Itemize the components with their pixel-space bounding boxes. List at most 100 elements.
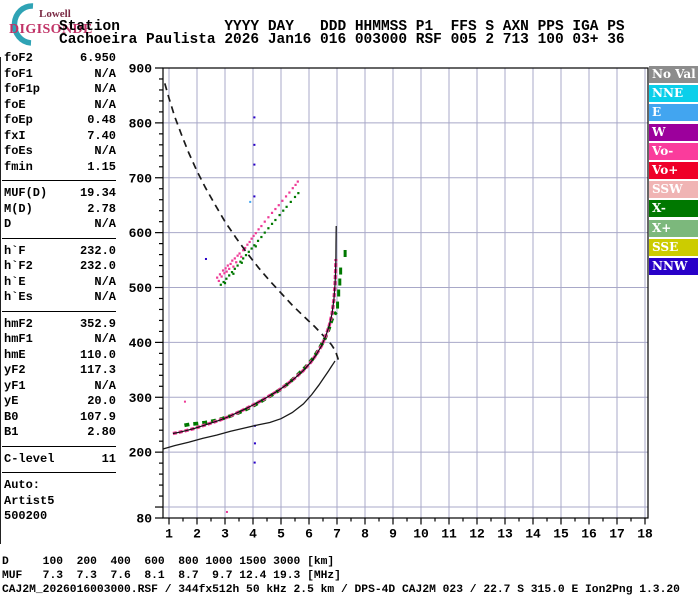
param-label: h`Es bbox=[4, 290, 33, 304]
param-label: D bbox=[4, 217, 12, 231]
param-row: B1 2.80 bbox=[2, 425, 116, 441]
param-row: fxI 7.40 bbox=[2, 129, 116, 145]
x-tick-label: 12 bbox=[469, 527, 485, 542]
param-value: 11 bbox=[101, 451, 116, 466]
param-row: hmF2 352.9 bbox=[2, 317, 116, 333]
y-tick-label: 700 bbox=[129, 171, 153, 186]
param-row: yE 20.0 bbox=[2, 394, 116, 410]
param-value: N/A bbox=[94, 97, 116, 112]
param-label: h`F2 bbox=[4, 259, 33, 273]
param-label: foF2 bbox=[4, 51, 33, 65]
grid bbox=[163, 67, 648, 518]
param-row: foF1p N/A bbox=[2, 82, 116, 98]
param-label: foF1p bbox=[4, 82, 41, 96]
param-label: yF1 bbox=[4, 378, 26, 393]
x-tick-label: 16 bbox=[581, 527, 597, 542]
param-value: N/A bbox=[94, 66, 116, 81]
param-label: h`E bbox=[4, 274, 26, 289]
param-label: M(D) bbox=[4, 201, 33, 216]
x-tick-label: 15 bbox=[553, 527, 569, 542]
param-label: hmF2 bbox=[4, 316, 33, 331]
parameter-panel: foF2 6.950 foF1 N/A foF1p N/A foE N/A foEp 0.48 fx… bbox=[2, 51, 118, 525]
param-label: C-level bbox=[4, 451, 55, 466]
param-row: h`Es N/A bbox=[2, 290, 116, 306]
header-station-values: Cachoeira Paulista 2026 Jan16 016 003000… bbox=[59, 32, 625, 48]
param-value: N/A bbox=[94, 274, 116, 289]
legend-item-nnw: NNW bbox=[649, 257, 698, 275]
param-value: N/A bbox=[94, 217, 116, 231]
legend-item-vo-: Vo- bbox=[649, 142, 698, 160]
scatter-second-hop-x bbox=[219, 192, 300, 286]
legend-item-vo+: Vo+ bbox=[649, 161, 698, 179]
param-row: foEs N/A bbox=[2, 144, 116, 160]
footer-file-info-row: CAJ2M_2026016003000.RSF / 344fx512h 50 k… bbox=[2, 584, 680, 596]
param-row: fmin 1.15 bbox=[2, 160, 116, 176]
scatter-interference-e bbox=[249, 200, 252, 203]
x-tick-label: 18 bbox=[637, 527, 653, 542]
param-label: foEp bbox=[4, 113, 33, 127]
param-separator bbox=[2, 180, 116, 181]
param-label: MUF(D) bbox=[4, 186, 48, 200]
param-value: 19.34 bbox=[79, 186, 116, 200]
y-tick-label: 600 bbox=[129, 226, 153, 241]
param-row: hmE 110.0 bbox=[2, 348, 116, 364]
param-row: foF2 6.950 bbox=[2, 51, 116, 67]
x-tick-label: 4 bbox=[249, 527, 257, 542]
x-tick-label: 2 bbox=[193, 527, 201, 542]
param-value: N/A bbox=[94, 82, 116, 96]
x-tick-label: 9 bbox=[389, 527, 397, 542]
param-value: N/A bbox=[94, 332, 116, 346]
param-label: h`F bbox=[4, 243, 26, 258]
param-value: N/A bbox=[94, 290, 116, 304]
param-value: 2.80 bbox=[87, 425, 116, 439]
param-label: B1 bbox=[4, 425, 19, 439]
digisonde-logo: Lowell DIGISONDE bbox=[3, 1, 133, 49]
legend-item-no-val: No Val bbox=[649, 66, 698, 83]
y-tick-label: 200 bbox=[129, 446, 153, 461]
param-value: 232.0 bbox=[79, 259, 116, 273]
x-tick-label: 11 bbox=[441, 527, 457, 542]
param-row: yF1 N/A bbox=[2, 379, 116, 395]
param-separator bbox=[2, 310, 116, 312]
param-value: 117.3 bbox=[79, 363, 116, 377]
panel-left-border bbox=[0, 57, 1, 544]
param-label: foE bbox=[4, 97, 26, 112]
param-label: fmin bbox=[4, 159, 33, 174]
series-x-trace bbox=[184, 310, 338, 428]
param-label: hmF1 bbox=[4, 332, 33, 346]
param-value: 232.0 bbox=[79, 243, 116, 258]
scatter-second-hop-o bbox=[216, 180, 299, 283]
scatter-noise-o bbox=[183, 400, 228, 513]
x-tick-label: 14 bbox=[525, 527, 541, 542]
logo-lowell-text: Lowell bbox=[39, 8, 71, 20]
param-value: N/A bbox=[94, 144, 116, 158]
y-tick-label: 500 bbox=[129, 281, 153, 296]
param-row: foE N/A bbox=[2, 98, 116, 114]
param-value: 110.0 bbox=[79, 347, 116, 362]
y-tick-label: 300 bbox=[129, 391, 153, 406]
scatter-interference-nnw bbox=[204, 116, 256, 464]
param-row: D N/A bbox=[2, 217, 116, 233]
doppler-legend: No Val NNE E W Vo- Vo+ SSW X- X+ SSE NNW bbox=[649, 66, 698, 277]
footer-muf-row: MUF 7.3 7.3 7.6 8.1 8.7 9.7 12.4 19.3 [M… bbox=[2, 570, 341, 582]
param-row: foEp 0.48 bbox=[2, 113, 116, 129]
y-tick-label: 400 bbox=[129, 336, 153, 351]
param-separator bbox=[2, 445, 116, 447]
autoscaling-info-line: Auto: bbox=[4, 478, 41, 492]
param-row: h`F2 232.0 bbox=[2, 259, 116, 275]
legend-item-e: E bbox=[649, 104, 698, 122]
series-o-trace-artist-fit bbox=[172, 225, 337, 435]
legend-item-x+: X+ bbox=[649, 219, 698, 237]
y-tick-label: 900 bbox=[129, 62, 153, 77]
param-row: M(D) 2.78 bbox=[2, 202, 116, 218]
param-value: 2.78 bbox=[87, 201, 116, 216]
param-label: fxI bbox=[4, 128, 26, 143]
param-label: B0 bbox=[4, 409, 19, 424]
legend-item-nne: NNE bbox=[649, 85, 698, 103]
param-label: hmE bbox=[4, 347, 26, 362]
legend-item-x-: X- bbox=[649, 200, 698, 218]
legend-item-w: W bbox=[649, 123, 698, 141]
autoscaling-info-line: Artist5 bbox=[4, 493, 55, 508]
